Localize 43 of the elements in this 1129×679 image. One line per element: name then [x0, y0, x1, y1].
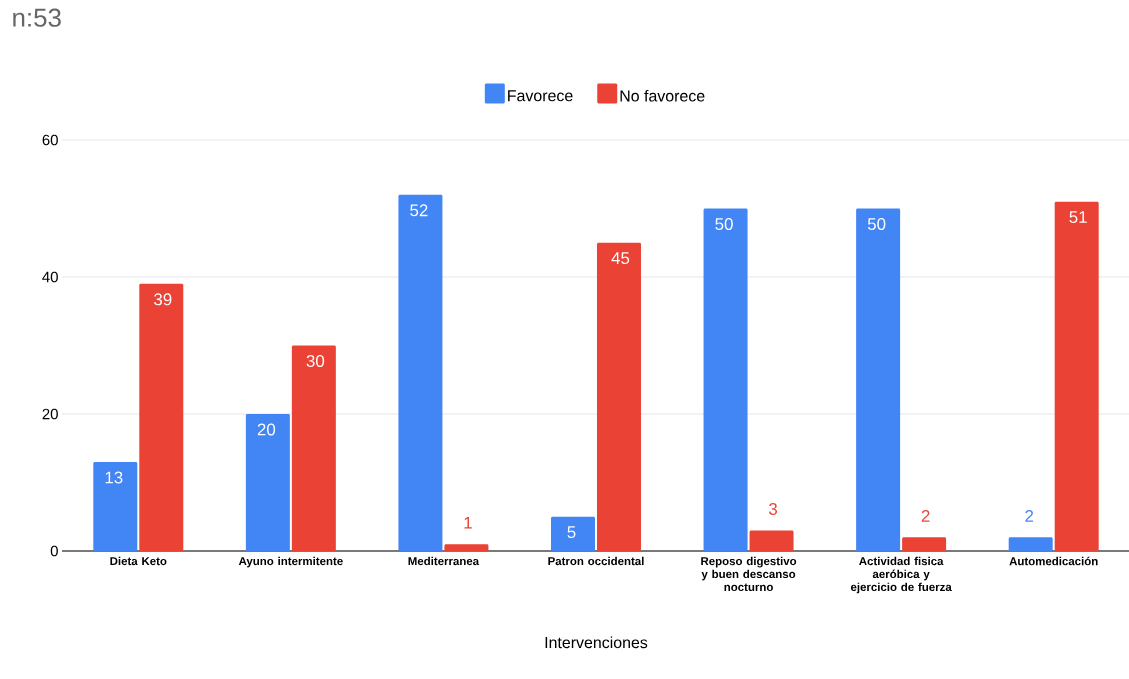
x-tick-label: Reposo digestivo y buen descanso nocturno [701, 556, 797, 592]
data-label: 45 [611, 252, 630, 265]
bar [596, 242, 641, 551]
x-tick-label: Actividad fisica aeróbica y ejercicio de fuerza [850, 556, 952, 594]
legend-label: Favorece [508, 90, 573, 102]
data-label: 20 [257, 423, 276, 436]
x-tick-label: Dieta Keto [110, 556, 167, 566]
bar [1008, 537, 1053, 551]
legend-label: No favorece [620, 89, 705, 102]
bar [856, 208, 901, 551]
bar [749, 530, 794, 551]
y-tick-label: 40 [42, 271, 58, 283]
data-label: 50 [715, 218, 733, 230]
data-label: 1 [464, 516, 472, 529]
data-label: 3 [768, 502, 778, 515]
data-label: 51 [1069, 211, 1087, 223]
bar [1054, 201, 1099, 551]
bar [902, 537, 947, 551]
bar [139, 283, 184, 551]
data-label: 5 [567, 526, 576, 539]
x-tick-label: Patron occidental [548, 556, 644, 566]
data-label: 13 [105, 471, 123, 484]
data-label: 39 [154, 293, 172, 306]
y-tick-label: 20 [42, 408, 58, 420]
data-label: 52 [410, 204, 428, 217]
x-tick-label: Automedicación [1009, 556, 1098, 566]
bar [291, 345, 336, 551]
bar [398, 194, 443, 551]
data-label: 2 [1025, 509, 1034, 522]
chart-title: n:53 [13, 8, 61, 27]
data-label: 50 [867, 218, 886, 230]
bar [444, 544, 489, 551]
bar [550, 516, 595, 551]
y-tick-label: 0 [50, 545, 58, 557]
data-label: 2 [921, 509, 930, 522]
x-tick-label: Ayuno intermitente [238, 556, 343, 568]
x-axis-title: Intervenciones [545, 636, 648, 649]
x-tick-label: Mediterranea [408, 556, 480, 566]
data-label: 30 [306, 355, 325, 367]
bar [245, 413, 290, 551]
y-tick-label: 60 [42, 134, 58, 146]
bar [93, 461, 138, 551]
bar [703, 208, 748, 551]
